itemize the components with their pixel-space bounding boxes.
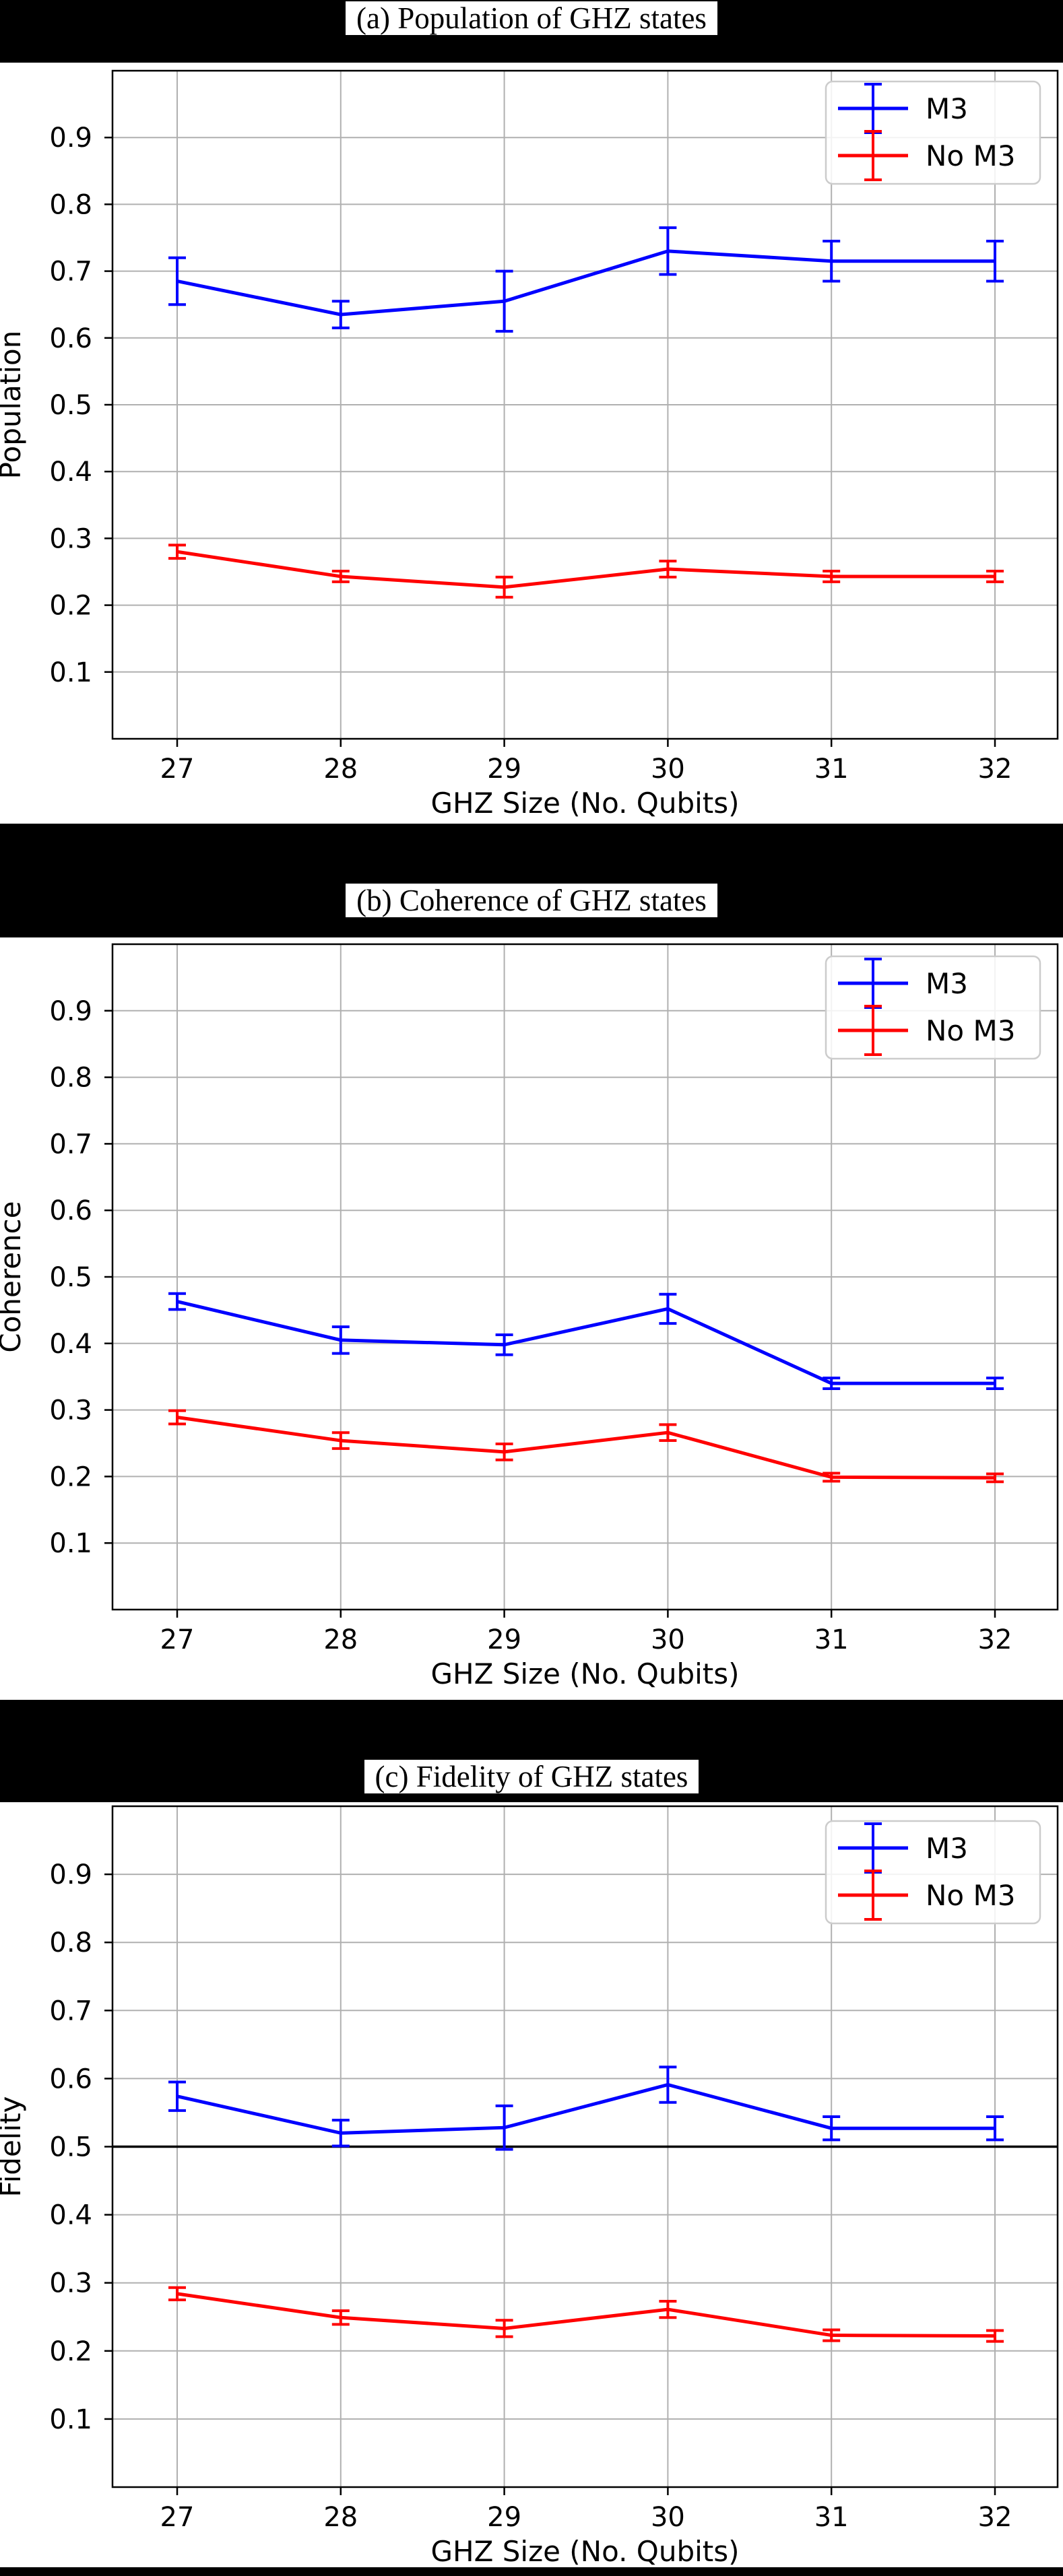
x-tick-label: 29 <box>487 754 521 785</box>
legend-label: No M3 <box>926 1014 1015 1047</box>
y-tick-label: 0.4 <box>49 1329 92 1360</box>
legend: M3 No M3 <box>825 955 1041 1060</box>
y-tick-label: 0.6 <box>49 1195 92 1226</box>
x-tick-label: 27 <box>160 2502 195 2533</box>
series-no-m3 <box>168 2286 1004 2343</box>
axes <box>104 69 1059 747</box>
y-tick-label: 0.8 <box>49 1927 92 1958</box>
y-tick-label: 0.7 <box>49 257 92 288</box>
legend-label: M3 <box>926 967 968 1000</box>
population-chart: 0.1 0.2 0.3 0.4 0.5 0.6 0.7 0.8 0.9 27 28 29 30 31 32 G… <box>0 69 1059 820</box>
x-tick-label: 31 <box>814 754 849 785</box>
caption-c: (c) Fidelity of GHZ states <box>364 1759 699 1793</box>
series-m3 <box>168 1292 1004 1390</box>
x-tick-label: 28 <box>323 754 358 785</box>
y-tick-label: 0.5 <box>49 390 92 421</box>
caption-band-c: (c) Fidelity of GHZ states <box>0 1700 1063 1802</box>
grid <box>112 71 1058 739</box>
bottom-band <box>0 2567 1063 2576</box>
y-tick-label: 0.4 <box>49 457 92 488</box>
caption-b: (b) Coherence of GHZ states <box>346 883 717 917</box>
legend: M3 No M3 <box>825 1820 1041 1925</box>
x-axis-label: GHZ Size (No. Qubits) <box>430 787 739 820</box>
y-tick-label: 0.2 <box>49 1461 92 1492</box>
x-tick-label: 27 <box>160 754 195 785</box>
y-tick-label: 0.5 <box>49 1262 92 1293</box>
y-axis-label: Coherence <box>0 1201 27 1352</box>
series-no-m3 <box>168 543 1004 599</box>
y-tick-label: 0.1 <box>49 657 92 688</box>
fidelity-chart: 0.1 0.2 0.3 0.4 0.5 0.6 0.7 0.8 0.9 27 28 29 30 31 32 G… <box>0 1805 1059 2567</box>
x-tick-label: 32 <box>978 754 1012 785</box>
x-axis-label: GHZ Size (No. Qubits) <box>430 1657 739 1690</box>
y-tick-label: 0.1 <box>49 1528 92 1559</box>
caption-a: (a) Population of GHZ states <box>346 1 717 36</box>
x-tick-label: 27 <box>160 1624 195 1655</box>
x-tick-label: 29 <box>487 2502 521 2533</box>
grid <box>112 944 1058 1610</box>
y-axis-label: Fidelity <box>0 2096 27 2198</box>
y-tick-label: 0.3 <box>49 2268 92 2299</box>
y-tick-label: 0.1 <box>49 2404 92 2435</box>
y-tick-label: 0.8 <box>49 189 92 220</box>
caption-band-b: (b) Coherence of GHZ states <box>0 824 1063 937</box>
x-tick-label: 30 <box>651 1624 685 1655</box>
y-tick-label: 0.9 <box>49 996 92 1027</box>
legend-label: M3 <box>926 1832 968 1865</box>
y-tick-label: 0.7 <box>49 1995 92 2026</box>
y-tick-label: 0.8 <box>49 1063 92 1094</box>
y-axis-label: Population <box>0 331 27 480</box>
y-tick-label: 0.2 <box>49 591 92 622</box>
x-axis-label: GHZ Size (No. Qubits) <box>430 2535 739 2567</box>
series-no-m3 <box>168 1409 1004 1484</box>
x-tick-label: 28 <box>323 1624 358 1655</box>
y-tick-label: 0.6 <box>49 2063 92 2094</box>
coherence-chart: 0.1 0.2 0.3 0.4 0.5 0.6 0.7 0.8 0.9 27 28 29 30 31 32 G… <box>0 943 1059 1690</box>
legend: M3 No M3 <box>825 80 1041 185</box>
axes <box>104 943 1059 1618</box>
y-tick-label: 0.9 <box>49 123 92 154</box>
x-tick-label: 32 <box>978 1624 1012 1655</box>
y-tick-label: 0.5 <box>49 2132 92 2163</box>
legend-label: No M3 <box>926 139 1015 172</box>
series-m3 <box>168 2066 1004 2151</box>
y-tick-label: 0.6 <box>49 323 92 354</box>
axes <box>104 1805 1059 2495</box>
x-tick-label: 30 <box>651 754 685 785</box>
caption-band-a: (a) Population of GHZ states <box>0 0 1063 63</box>
x-tick-label: 29 <box>487 1624 521 1655</box>
y-tick-label: 0.3 <box>49 523 92 554</box>
series-m3 <box>168 226 1004 333</box>
y-tick-label: 0.7 <box>49 1129 92 1160</box>
x-tick-label: 31 <box>814 1624 849 1655</box>
x-tick-label: 31 <box>814 2502 849 2533</box>
y-tick-label: 0.2 <box>49 2336 92 2367</box>
x-tick-label: 32 <box>978 2502 1012 2533</box>
x-tick-label: 30 <box>651 2502 685 2533</box>
x-tick-label: 28 <box>323 2502 358 2533</box>
legend-label: No M3 <box>926 1879 1015 1912</box>
y-tick-label: 0.4 <box>49 2200 92 2231</box>
legend-label: M3 <box>926 92 968 125</box>
y-tick-label: 0.3 <box>49 1395 92 1426</box>
y-tick-label: 0.9 <box>49 1859 92 1890</box>
